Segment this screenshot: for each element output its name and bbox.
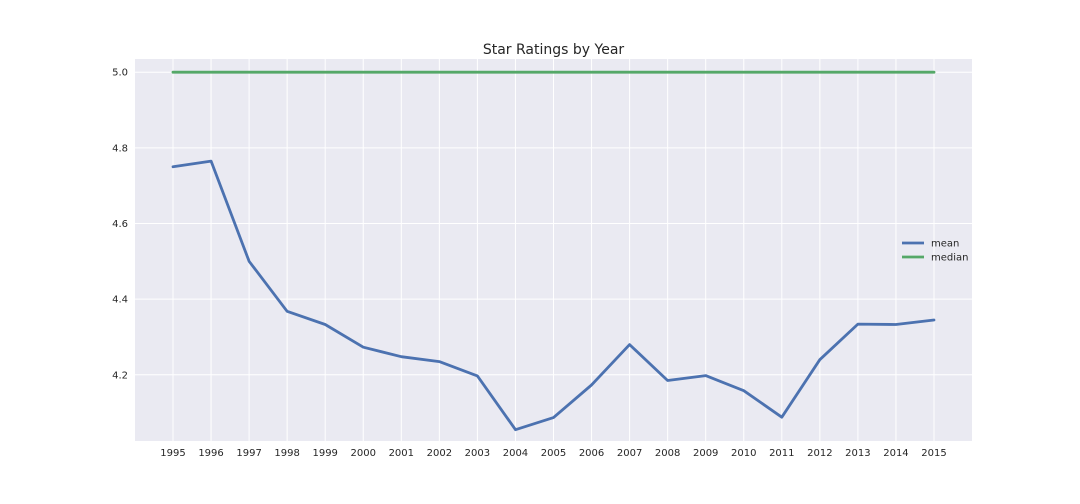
x-tick-label: 2008 [655,448,680,459]
series-line-mean [171,159,936,432]
y-axis-ticks: 4.2 4.4 4.6 4.8 5.0 [112,68,128,382]
x-tick-label: 1998 [274,448,299,459]
x-tick-label: 2010 [731,448,756,459]
x-tick-label: 2002 [427,448,452,459]
y-tick-label: 4.8 [112,143,128,154]
x-tick-label: 1997 [236,448,261,459]
x-tick-label: 2015 [921,448,946,459]
x-tick-label: 2003 [465,448,490,459]
x-tick-label: 1995 [160,448,185,459]
x-tick-label: 2014 [883,448,908,459]
y-tick-label: 4.2 [112,370,128,381]
legend-label: median [931,253,969,264]
x-tick-label: 1996 [198,448,223,459]
x-tick-label: 2012 [807,448,832,459]
x-tick-label: 2009 [693,448,718,459]
x-tick-label: 2004 [503,448,528,459]
y-tick-label: 4.4 [112,295,128,306]
x-tick-label: 2007 [617,448,642,459]
x-tick-label: 2006 [579,448,604,459]
x-tick-label: 1999 [312,448,337,459]
x-axis-ticks: 1995 1996 1997 1998 1999 2000 2001 2002 2003 2004… [160,448,946,459]
x-tick-label: 2013 [845,448,870,459]
x-tick-label: 2005 [541,448,566,459]
x-tick-label: 2011 [769,448,794,459]
series-lines [171,70,936,432]
y-tick-label: 4.6 [112,219,128,230]
x-tick-label: 2001 [389,448,414,459]
legend: mean median [902,239,969,264]
x-tick-label: 2000 [351,448,376,459]
y-tick-label: 5.0 [112,68,128,79]
chart-title: Star Ratings by Year [483,42,625,58]
legend-label: mean [931,239,959,250]
